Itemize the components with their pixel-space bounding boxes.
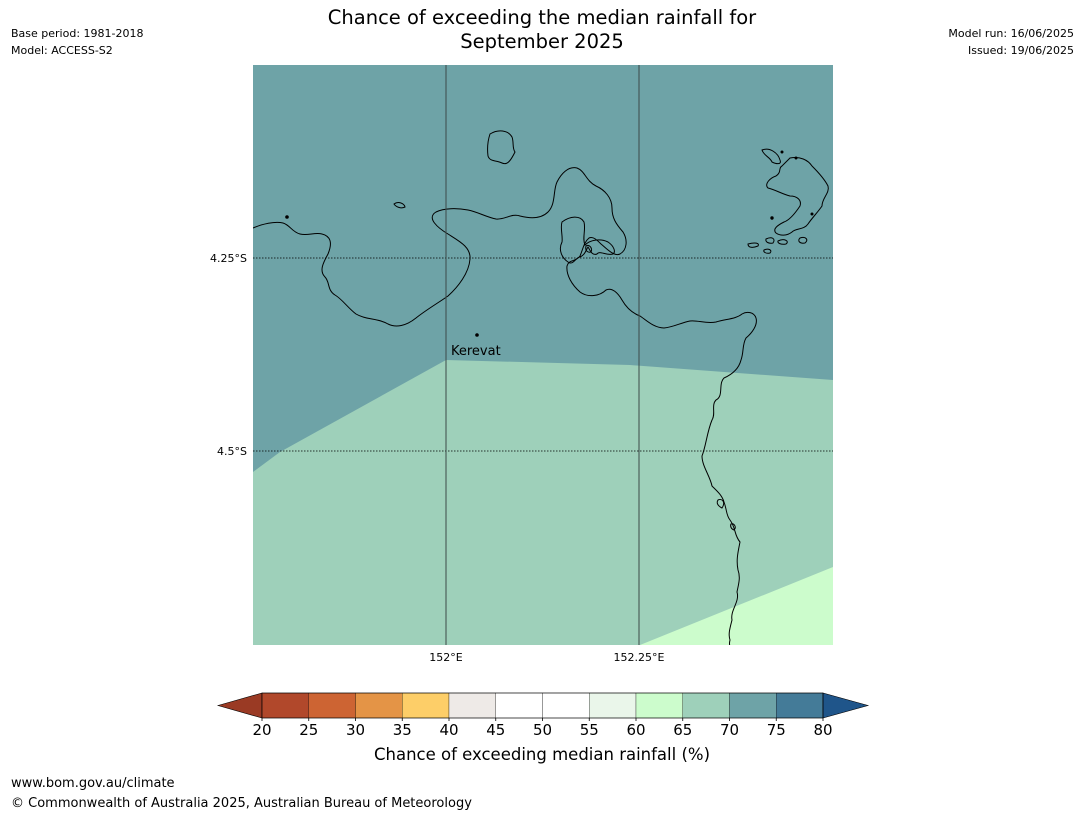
colorbar-tick-label: 75 [767, 721, 786, 739]
colorbar-tick-label: 25 [299, 721, 318, 739]
colorbar-tick-label: 50 [533, 721, 552, 739]
colorbar-under-arrow [216, 692, 263, 719]
title-line-2: September 2025 [460, 30, 624, 53]
colorbar-tick-label: 40 [439, 721, 458, 739]
colorbar-tick-label: 45 [486, 721, 505, 739]
colorbar-tick-label: 70 [720, 721, 739, 739]
map-title: Chance of exceeding the median rainfall … [242, 6, 842, 54]
colorbar-swatch [682, 692, 730, 719]
probability-zone-65-70 [253, 360, 833, 645]
coastline [253, 130, 829, 645]
colorbar-tick-label: 30 [346, 721, 365, 739]
colorbar-tick-label: 20 [252, 721, 271, 739]
lon-label-152: 152°E [429, 651, 462, 664]
colorbar-tick-label: 60 [626, 721, 645, 739]
lat-label-4.25: 4.25°S [210, 252, 247, 265]
place-marker: Kerevat [451, 333, 501, 359]
model-name: Model: ACCESS-S2 [11, 44, 113, 57]
colorbar-swatch [495, 692, 543, 719]
colorbar-swatch [729, 692, 777, 719]
colorbar-over-arrow [822, 692, 870, 719]
colorbar-tick-label: 55 [580, 721, 599, 739]
base-period: Base period: 1981-2018 [11, 27, 144, 40]
kerevat-dot [475, 333, 479, 337]
copyright: © Commonwealth of Australia 2025, Austra… [11, 796, 472, 811]
colorbar-swatch [448, 692, 496, 719]
map-area [253, 65, 833, 645]
colorbar: 20 25 30 35 40 45 50 55 60 65 70 75 80 [216, 692, 870, 739]
colorbar-swatch [402, 692, 450, 719]
colorbar-tick-label: 35 [393, 721, 412, 739]
lon-label-152.25: 152.25°E [614, 651, 665, 664]
kerevat-label: Kerevat [451, 344, 501, 359]
colorbar-tick-label: 80 [813, 721, 832, 739]
model-info: Base period: 1981-2018 Model: ACCESS-S2 [11, 25, 143, 59]
website-link[interactable]: www.bom.gov.au/climate [11, 776, 175, 791]
axis-labels: 4.25°S 4.5°S 152°E 152.25°E [210, 252, 664, 664]
probability-zone-60-65 [640, 567, 833, 645]
colorbar-swatch [589, 692, 637, 719]
run-info: Model run: 16/06/2025 Issued: 19/06/2025 [948, 25, 1074, 59]
model-run: Model run: 16/06/2025 [948, 27, 1074, 40]
colorbar-swatch [542, 692, 590, 719]
colorbar-swatch [776, 692, 824, 719]
graticule [253, 65, 833, 645]
colorbar-swatch [635, 692, 683, 719]
colorbar-swatch [308, 692, 356, 719]
lat-label-4.5: 4.5°S [217, 445, 247, 458]
colorbar-tick-label: 65 [673, 721, 692, 739]
issued-date: Issued: 19/06/2025 [967, 44, 1074, 57]
colorbar-swatch [355, 692, 403, 719]
colorbar-swatch [261, 692, 309, 719]
title-line-1: Chance of exceeding the median rainfall … [327, 6, 757, 29]
footer: www.bom.gov.au/climate © Commonwealth of… [11, 774, 472, 814]
colorbar-title: Chance of exceeding median rainfall (%) [373, 745, 711, 764]
